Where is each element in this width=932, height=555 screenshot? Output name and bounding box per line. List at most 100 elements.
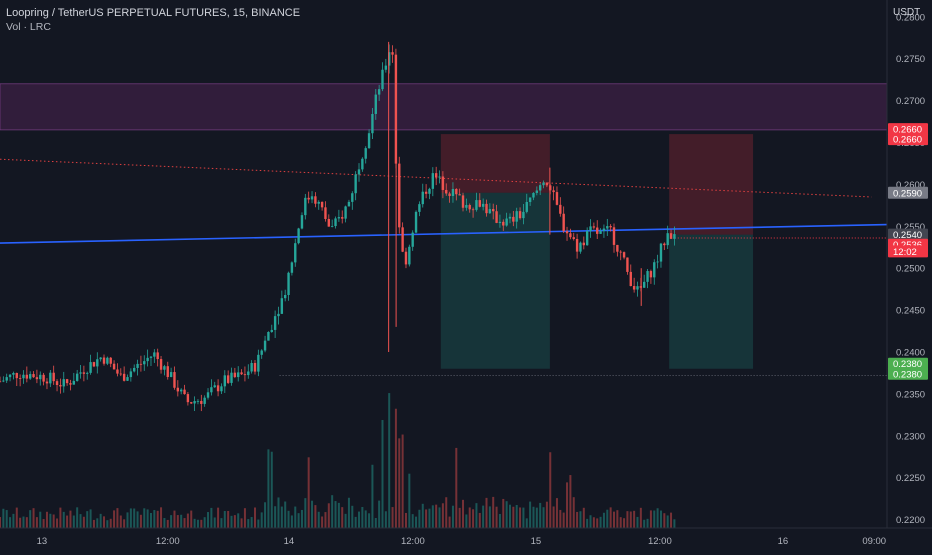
candle-body — [15, 372, 18, 379]
blue-trend-line[interactable] — [0, 223, 888, 244]
short-target-zone[interactable] — [440, 192, 550, 369]
price-axis-badge[interactable] — [888, 367, 928, 380]
candle-body — [538, 185, 542, 191]
volume-bar — [596, 518, 599, 528]
candle-body — [226, 375, 230, 383]
price-axis-badge-label: 0.2380 — [893, 369, 922, 380]
candle-body — [505, 218, 508, 226]
symbol-title[interactable]: Loopring / TetherUS PERPETUAL FUTURES, 1… — [6, 7, 301, 19]
candle-body — [636, 286, 639, 290]
volume-bar — [257, 519, 260, 528]
price-axis-badge[interactable] — [888, 186, 928, 199]
volume-bar — [562, 512, 565, 528]
volume-bar — [465, 514, 468, 528]
candle-body — [287, 272, 290, 296]
volume-bar — [243, 508, 246, 528]
candle-body — [364, 148, 367, 159]
volume-bar — [227, 510, 230, 528]
volume-bar — [586, 518, 589, 528]
volume-bar — [277, 497, 280, 528]
volume-bar — [364, 510, 367, 528]
candle-body — [646, 271, 649, 282]
volume-bar — [327, 503, 330, 528]
volume-bar — [374, 517, 377, 528]
candle-body — [89, 362, 92, 373]
candle-body — [485, 203, 488, 214]
volume-bar — [394, 408, 397, 528]
volume-bar — [361, 506, 364, 528]
candle-body — [166, 366, 169, 377]
volume-bar — [109, 518, 112, 528]
price-axis-badge[interactable] — [888, 133, 928, 146]
volume-bar — [149, 512, 152, 528]
candle-body — [522, 211, 525, 219]
volume-bar — [455, 447, 458, 528]
volume-bar — [666, 515, 669, 528]
volume-bar — [472, 509, 475, 528]
volume-bar — [12, 513, 15, 528]
volume-bar — [166, 519, 169, 528]
candle-body — [585, 230, 589, 246]
price-axis-badge[interactable] — [888, 357, 928, 370]
volume-bar — [619, 517, 622, 528]
volume-bar — [143, 508, 146, 528]
volume-bar — [183, 518, 186, 528]
price-axis-badge[interactable] — [888, 245, 928, 258]
time-tick-label: 14 — [284, 536, 295, 547]
price-axis-badge[interactable] — [888, 123, 928, 136]
volume-bar — [153, 510, 156, 528]
volume-bar — [5, 510, 8, 528]
volume-bar — [408, 473, 411, 528]
volume-bar — [39, 511, 42, 528]
volume-bar — [82, 516, 85, 528]
candle-body — [371, 113, 374, 134]
volume-bar — [378, 500, 381, 528]
candle-body — [428, 188, 431, 194]
volume-bar — [529, 501, 532, 528]
volume-bar — [633, 510, 636, 528]
volume-bar — [200, 519, 203, 528]
volume-indicator-label[interactable]: Vol · LRC — [6, 21, 51, 33]
resistance-zone[interactable] — [0, 83, 888, 131]
volume-bar — [126, 512, 129, 528]
volume-bar — [334, 501, 337, 528]
volume-bar — [539, 502, 542, 528]
volume-bar — [337, 502, 340, 528]
volume-bar — [287, 510, 290, 528]
short-target-zone[interactable] — [669, 234, 754, 369]
volume-bar — [646, 518, 649, 528]
candle-body — [528, 197, 532, 202]
price-axis-badge[interactable] — [888, 228, 928, 241]
volume-bar — [636, 516, 639, 528]
candle-body — [2, 380, 5, 382]
volume-bar — [72, 515, 75, 528]
short-stop-zone[interactable] — [669, 134, 754, 235]
candle-body — [143, 361, 146, 365]
volume-bar — [45, 511, 48, 528]
red-dotted-trend-line[interactable] — [0, 158, 872, 198]
candle-body — [542, 182, 545, 186]
short-stop-zone[interactable] — [440, 134, 550, 193]
candle-body — [555, 192, 559, 205]
candle-body — [404, 251, 408, 265]
volume-bar — [388, 393, 391, 528]
candle-body — [414, 211, 418, 233]
price-axis-badge-label: 12:02 — [893, 247, 917, 258]
candle-body — [663, 243, 666, 246]
candle-body — [461, 195, 465, 208]
currency-label[interactable]: USDT — [893, 7, 921, 18]
candle-body — [92, 362, 96, 367]
candle-body — [552, 190, 555, 193]
volume-bar — [9, 517, 12, 528]
candle-body — [357, 169, 361, 175]
volume-bar — [331, 495, 334, 528]
volume-bar — [76, 507, 79, 528]
volume-bar — [354, 516, 357, 528]
volume-bar — [35, 517, 38, 528]
candle-body — [257, 354, 260, 372]
candle-body — [280, 298, 284, 314]
candle-body — [310, 196, 314, 200]
volume-bar — [207, 512, 210, 528]
